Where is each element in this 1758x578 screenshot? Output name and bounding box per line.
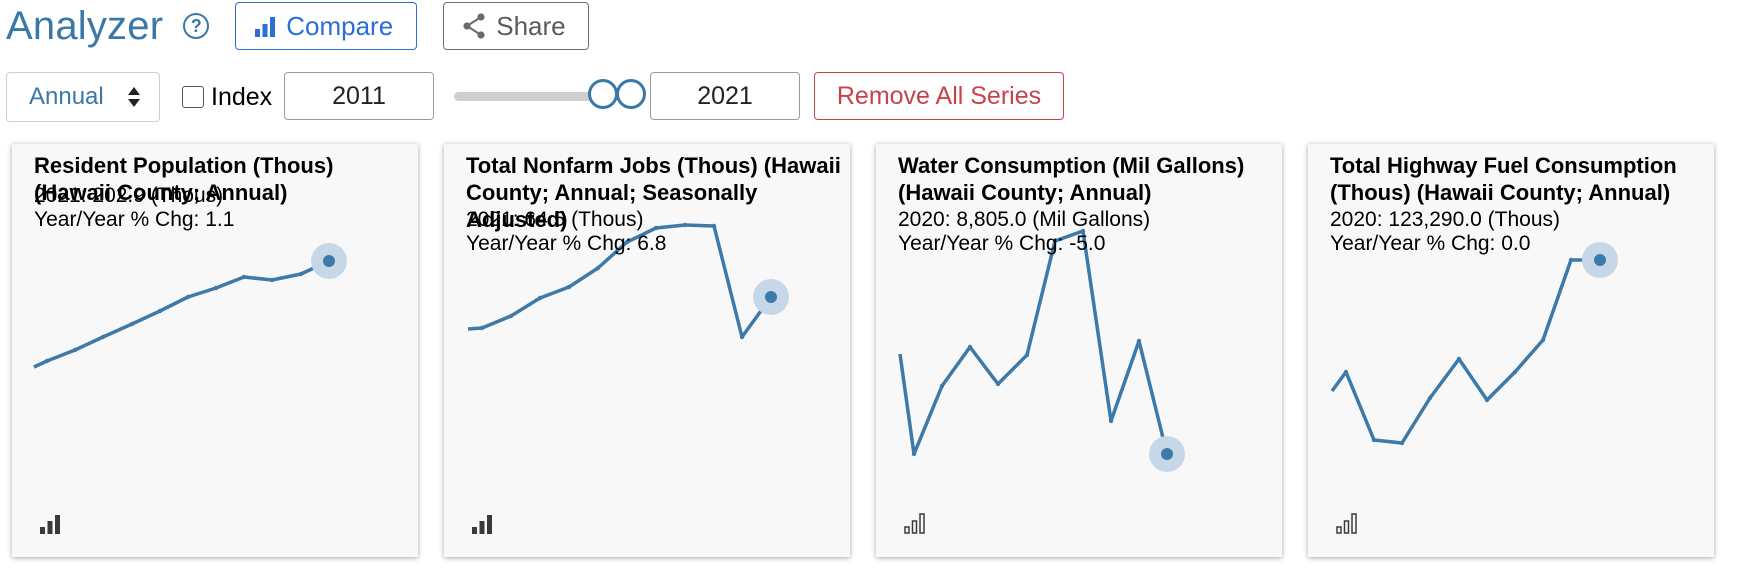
sparkline-points	[44, 271, 304, 364]
card-latest-value: 2020: 8,805.0 (Mil Gallons)	[898, 208, 1151, 231]
sparkline-points	[479, 222, 745, 340]
sparkline-chart	[33, 243, 347, 369]
share-button[interactable]: Share	[443, 2, 590, 50]
end-year-handle[interactable]	[616, 79, 646, 109]
card-title: Resident Population (Thous) (Hawaii Coun…	[34, 153, 334, 205]
series-card-nonfarm-jobs[interactable]: Total Nonfarm Jobs (Thous) (Hawaii Count…	[444, 144, 850, 557]
compare-label: Compare	[286, 10, 394, 41]
series-card-resident-population[interactable]: Resident Population (Thous) (Hawaii Coun…	[12, 144, 418, 557]
sparkline-points	[911, 228, 1142, 457]
sparkline-points	[1343, 257, 1574, 446]
bar-chart-outline-icon[interactable]	[904, 512, 928, 534]
remove-all-series-button[interactable]: Remove All Series	[814, 72, 1064, 120]
end-year-input[interactable]: 2021	[650, 72, 800, 120]
latest-point	[1161, 448, 1173, 460]
header: Analyzer ? Compare Share	[6, 0, 590, 52]
card-title: Total Highway Fuel Consumption (Thous) (…	[1330, 153, 1677, 205]
compare-button[interactable]: Compare	[235, 2, 418, 50]
card-latest-value: 2020: 123,290.0 (Thous)	[1330, 208, 1560, 231]
latest-point	[1594, 254, 1606, 266]
card-yoy-change: Year/Year % Chg: -5.0	[898, 232, 1106, 255]
help-icon[interactable]: ?	[183, 13, 210, 39]
series-card-highway-fuel[interactable]: Total Highway Fuel Consumption (Thous) (…	[1308, 144, 1714, 557]
bar-chart-icon	[255, 17, 276, 37]
sparkline-chart	[1330, 242, 1618, 446]
sparkline-line	[467, 223, 773, 339]
card-yoy-change: Year/Year % Chg: 6.8	[466, 232, 667, 255]
app-title: Analyzer	[6, 3, 164, 48]
frequency-value: Annual	[29, 83, 104, 110]
bar-chart-filled-icon[interactable]	[40, 512, 62, 534]
card-latest-value: 2021: 202.9 (Thous)	[34, 184, 224, 207]
share-label: Share	[496, 10, 566, 41]
series-card-water-consumption[interactable]: Water Consumption (Mil Gallons) (Hawaii …	[876, 144, 1282, 557]
year-range-slider[interactable]	[454, 92, 604, 101]
latest-point	[323, 255, 335, 267]
index-checkbox[interactable]	[182, 86, 204, 108]
bar-chart-filled-icon[interactable]	[472, 512, 494, 534]
index-label: Index	[211, 82, 273, 111]
sparkline-line	[898, 229, 1169, 456]
sparkline-chart	[898, 228, 1185, 472]
bar-chart-outline-icon[interactable]	[1336, 512, 1360, 534]
start-year-handle[interactable]	[588, 79, 618, 109]
card-yoy-change: Year/Year % Chg: 1.1	[34, 208, 235, 231]
card-yoy-change: Year/Year % Chg: 0.0	[1330, 232, 1531, 255]
card-title: Water Consumption (Mil Gallons) (Hawaii …	[898, 153, 1245, 205]
start-year-input[interactable]: 2011	[284, 72, 434, 120]
share-icon	[463, 13, 485, 39]
sparkline-chart	[467, 222, 789, 340]
latest-point	[765, 291, 777, 303]
card-title: Total Nonfarm Jobs (Thous) (Hawaii Count…	[466, 153, 841, 232]
index-toggle[interactable]: Index	[182, 72, 272, 122]
sparkline-line	[33, 259, 330, 369]
frequency-select[interactable]: Annual	[6, 72, 160, 122]
controls-bar: Annual Index 2011 2021 Remove All Series	[6, 72, 1756, 122]
sparkline-line	[1330, 258, 1600, 445]
sort-arrows-icon	[128, 87, 140, 107]
card-latest-value: 2021: 64.5 (Thous)	[466, 208, 644, 231]
